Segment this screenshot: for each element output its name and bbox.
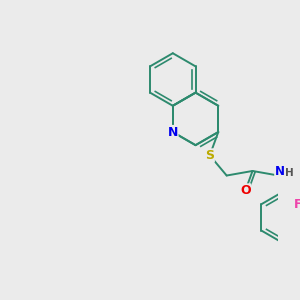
Text: F: F: [294, 198, 300, 211]
Text: H: H: [284, 168, 293, 178]
Text: S: S: [205, 149, 214, 162]
Text: N: N: [168, 125, 178, 139]
Text: O: O: [240, 184, 251, 197]
Text: N: N: [275, 165, 285, 178]
